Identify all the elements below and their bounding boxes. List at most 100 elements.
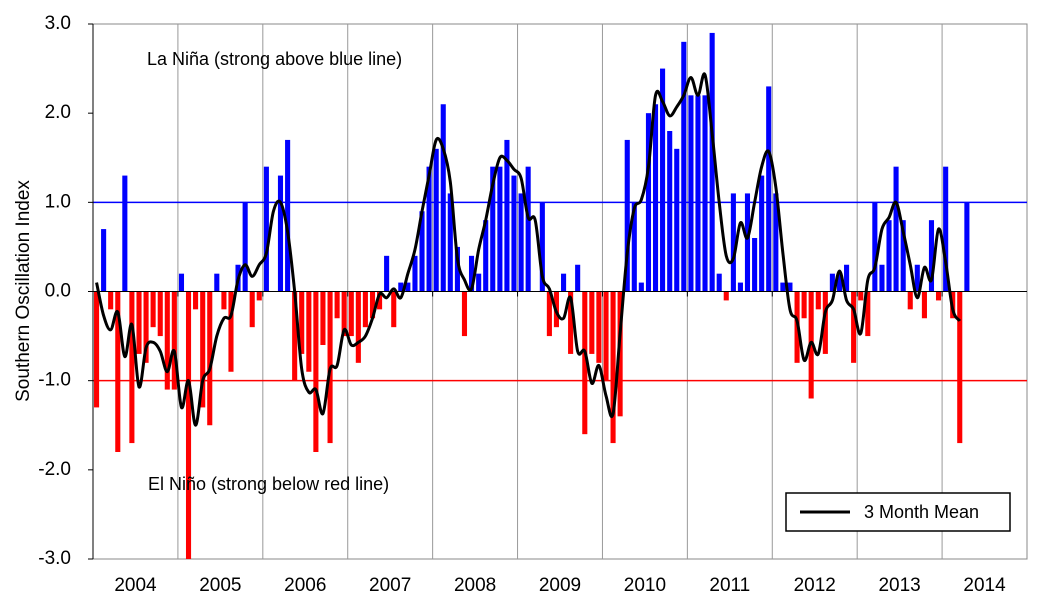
- bar: [384, 255, 390, 292]
- x-tick-label: 2006: [284, 575, 326, 596]
- bar: [667, 131, 673, 292]
- bar: [200, 291, 206, 408]
- bar: [193, 291, 199, 310]
- bar: [256, 291, 262, 301]
- bar: [405, 282, 411, 292]
- bar: [369, 291, 376, 319]
- bar: [490, 166, 496, 292]
- bar: [263, 166, 269, 292]
- bar: [851, 291, 857, 363]
- bar: [185, 291, 192, 559]
- bar: [886, 220, 892, 292]
- y-tick-label: 1.0: [45, 191, 71, 212]
- bar: [518, 193, 524, 292]
- y-tick-label: 0.0: [45, 281, 71, 302]
- bar: [957, 291, 963, 444]
- x-tick-label: 2011: [709, 575, 750, 596]
- bar: [497, 166, 503, 292]
- bar: [299, 291, 305, 354]
- annotation: El Niño (strong below red line): [148, 474, 389, 494]
- bar: [624, 139, 630, 292]
- bar: [355, 291, 361, 363]
- bar: [589, 291, 595, 354]
- bar: [829, 273, 835, 292]
- bar: [723, 291, 729, 301]
- bar: [964, 202, 970, 292]
- bar: [398, 282, 404, 292]
- bar: [681, 41, 687, 292]
- bar: [228, 291, 234, 372]
- bar: [801, 291, 807, 319]
- bar: [242, 202, 248, 292]
- bar: [695, 95, 701, 292]
- bar: [844, 264, 850, 292]
- bar: [935, 291, 942, 301]
- bar: [858, 291, 864, 301]
- bar: [652, 104, 659, 292]
- bar: [737, 282, 743, 292]
- bar: [136, 291, 142, 354]
- bar: [277, 175, 284, 292]
- bar: [822, 291, 828, 354]
- bar: [836, 273, 843, 292]
- bar: [108, 291, 114, 310]
- plot-area: 2004 2005 2006 2007 2008 2009 2010 2011 2012 2013…: [38, 13, 1028, 596]
- x-tick-label: 2010: [624, 575, 666, 596]
- bar: [730, 193, 736, 292]
- y-tick-label: 3.0: [45, 13, 71, 34]
- bar: [341, 291, 347, 337]
- bar: [447, 193, 453, 292]
- bar: [461, 291, 468, 337]
- x-tick-label: 2009: [539, 575, 581, 596]
- bar: [596, 291, 602, 363]
- bar: [391, 291, 397, 328]
- bar: [171, 291, 177, 390]
- bar: [561, 273, 567, 292]
- bar: [504, 139, 510, 292]
- bar: [249, 291, 255, 328]
- bar: [292, 291, 298, 381]
- y-tick-label: 2.0: [45, 102, 71, 123]
- bar: [928, 220, 935, 292]
- bar: [617, 291, 623, 417]
- bar: [539, 202, 545, 292]
- bar: [879, 264, 885, 292]
- bar: [313, 291, 319, 452]
- bar: [872, 202, 878, 292]
- bar: [157, 291, 163, 337]
- x-tick-label: 2012: [794, 575, 836, 596]
- bar: [709, 32, 715, 292]
- bar: [419, 211, 425, 292]
- bar: [454, 246, 460, 292]
- bar: [122, 175, 128, 292]
- bar: [688, 95, 694, 292]
- bar: [610, 291, 616, 444]
- x-tick-label: 2014: [963, 575, 1006, 596]
- bar: [766, 86, 772, 292]
- bar: [178, 273, 185, 292]
- bar: [483, 220, 489, 292]
- bar: [787, 282, 793, 292]
- bar: [525, 166, 531, 292]
- bar: [815, 291, 821, 310]
- bar: [631, 202, 637, 292]
- bar: [143, 291, 149, 363]
- bar: [716, 273, 722, 292]
- bar: [582, 291, 588, 435]
- legend: 3 Month Mean: [785, 492, 1011, 532]
- bar: [893, 166, 899, 292]
- bar: [101, 229, 107, 292]
- bar: [660, 68, 666, 292]
- bar: [674, 148, 680, 292]
- bar: [752, 238, 758, 292]
- bar: [702, 95, 708, 292]
- bar: [377, 291, 383, 310]
- bar: [433, 148, 439, 292]
- y-tick-label: -2.0: [38, 459, 71, 480]
- bar: [348, 291, 354, 337]
- bar: [426, 166, 432, 292]
- bar: [334, 291, 340, 319]
- x-tick-label: 2005: [199, 575, 241, 596]
- bar: [865, 291, 871, 337]
